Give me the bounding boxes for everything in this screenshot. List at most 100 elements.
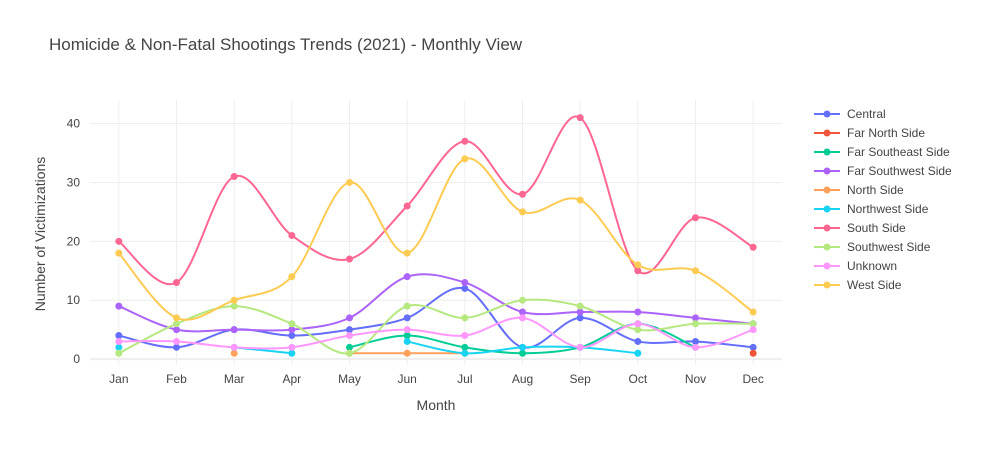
data-point xyxy=(461,332,469,340)
legend-label: Far North Side xyxy=(847,126,925,140)
x-tick-label: Sep xyxy=(569,372,591,386)
data-point xyxy=(519,314,526,322)
x-tick-label: Dec xyxy=(742,372,763,386)
data-point xyxy=(115,249,123,257)
series-far-north-side xyxy=(749,349,757,357)
data-point xyxy=(692,214,699,222)
legend-label: Far Southeast Side xyxy=(847,145,950,159)
data-point xyxy=(634,267,642,275)
data-point xyxy=(576,302,584,310)
legend-item[interactable]: Far North Side xyxy=(814,126,925,140)
legend-item[interactable]: Unknown xyxy=(814,259,897,273)
x-axis-ticks: Jan Feb Mar Apr May Jun Jul Aug Sep Oct Nov Dec xyxy=(109,372,764,386)
data-point xyxy=(692,337,699,345)
series-lines xyxy=(115,114,757,357)
legend-swatch-marker xyxy=(823,186,831,194)
data-point xyxy=(288,320,296,328)
data-point xyxy=(403,349,411,357)
data-point xyxy=(692,267,699,275)
data-point xyxy=(519,308,526,316)
legend-swatch-marker xyxy=(823,262,831,270)
series-far-southwest-side xyxy=(115,273,757,334)
y-tick-label: 30 xyxy=(67,175,81,189)
data-point xyxy=(173,343,180,351)
legend-item[interactable]: Southwest Side xyxy=(814,240,931,254)
data-point xyxy=(173,337,180,345)
data-point xyxy=(230,296,238,304)
data-point xyxy=(749,320,757,328)
legend-swatch-marker xyxy=(823,167,831,175)
data-point xyxy=(403,337,411,345)
data-point xyxy=(173,314,180,322)
legend-item[interactable]: South Side xyxy=(814,221,906,235)
data-point xyxy=(403,202,411,210)
x-tick-label: Jan xyxy=(109,372,128,386)
data-point xyxy=(346,255,353,263)
legend: Central Far North Side Far Southeast Side F… xyxy=(814,107,952,292)
data-point xyxy=(288,332,296,340)
y-tick-label: 0 xyxy=(73,352,80,366)
data-point xyxy=(346,314,353,322)
data-point xyxy=(346,343,353,351)
data-point xyxy=(749,349,757,357)
data-point xyxy=(403,302,411,310)
data-point xyxy=(461,137,469,145)
series-south-side xyxy=(115,114,757,287)
x-tick-label: May xyxy=(338,372,361,386)
legend-label: North Side xyxy=(847,183,904,197)
series-line xyxy=(118,273,754,333)
legend-label: Southwest Side xyxy=(847,240,931,254)
series-west-side xyxy=(115,155,757,322)
legend-item[interactable]: Far Southwest Side xyxy=(814,164,952,178)
data-point xyxy=(288,349,296,357)
legend-swatch-marker xyxy=(823,281,831,289)
x-tick-label: Feb xyxy=(166,372,187,386)
data-point xyxy=(692,320,699,328)
data-point xyxy=(461,155,469,163)
x-tick-label: Oct xyxy=(628,372,647,386)
data-point xyxy=(115,237,123,245)
data-point xyxy=(173,320,180,328)
y-axis-title: Number of Victimizations xyxy=(32,157,48,312)
legend-label: Northwest Side xyxy=(847,202,929,216)
data-point xyxy=(634,326,642,334)
legend-swatch-marker xyxy=(823,110,831,118)
legend-item[interactable]: West Side xyxy=(814,278,902,292)
data-point xyxy=(173,326,180,334)
y-tick-label: 20 xyxy=(67,234,81,248)
data-point xyxy=(519,190,526,198)
data-point xyxy=(519,208,526,216)
x-tick-label: Mar xyxy=(224,372,245,386)
chart-title: Homicide & Non-Fatal Shootings Trends (2… xyxy=(49,35,523,54)
legend-swatch-marker xyxy=(823,148,831,156)
legend-item[interactable]: Far Southeast Side xyxy=(814,145,950,159)
data-point xyxy=(288,343,296,351)
data-point xyxy=(576,114,584,122)
data-point xyxy=(692,314,699,322)
data-point xyxy=(576,314,584,322)
series-line xyxy=(118,115,754,286)
data-point xyxy=(749,343,757,351)
x-tick-label: Apr xyxy=(282,372,301,386)
x-tick-label: Aug xyxy=(512,372,533,386)
x-tick-label: Nov xyxy=(685,372,706,386)
series-line xyxy=(118,286,754,349)
data-point xyxy=(461,284,469,292)
legend-item[interactable]: Central xyxy=(814,107,886,121)
legend-item[interactable]: North Side xyxy=(814,183,904,197)
data-point xyxy=(173,279,180,287)
series-southwest-side xyxy=(115,296,757,357)
data-point xyxy=(346,178,353,186)
data-point xyxy=(576,343,584,351)
data-point xyxy=(346,349,353,357)
data-point xyxy=(403,332,411,340)
data-point xyxy=(634,349,642,357)
data-point xyxy=(749,308,757,316)
x-tick-label: Jul xyxy=(457,372,472,386)
data-point xyxy=(115,343,123,351)
legend-item[interactable]: Northwest Side xyxy=(814,202,929,216)
data-point xyxy=(634,337,642,345)
data-point xyxy=(576,308,584,316)
data-point xyxy=(634,320,642,328)
